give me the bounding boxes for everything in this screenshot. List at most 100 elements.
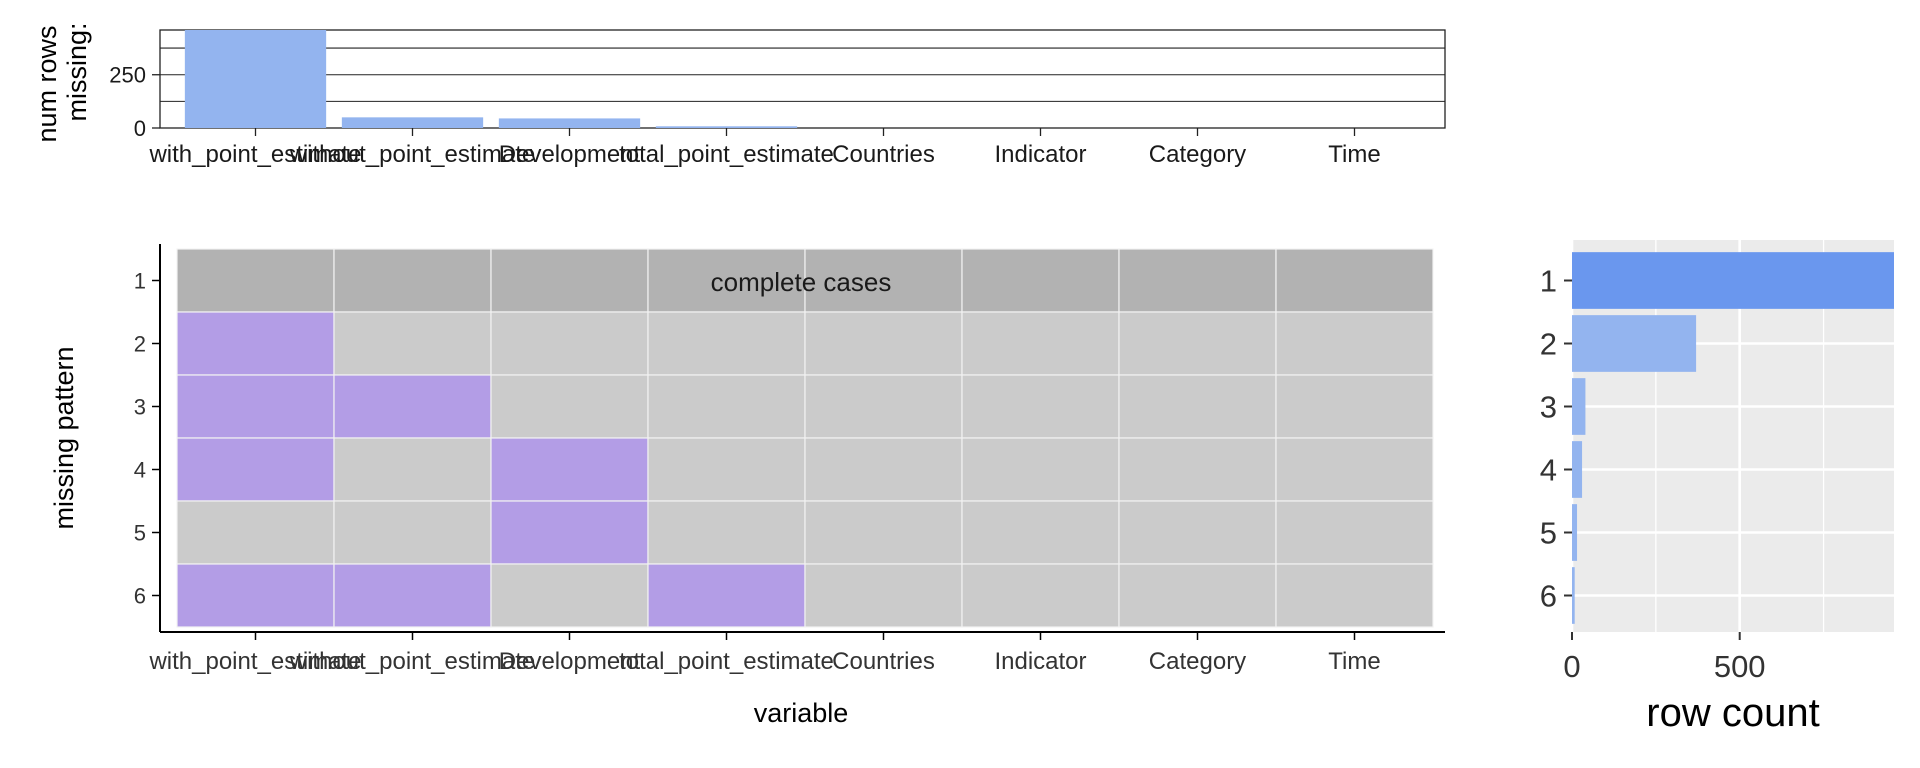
heatmap-cell	[176, 248, 335, 313]
heatmap-cell	[647, 374, 806, 439]
right-panel-bars	[1572, 252, 1894, 624]
heatmap-cell	[490, 437, 649, 502]
heatmap-cell	[1275, 374, 1434, 439]
row-count-bar	[1572, 441, 1583, 498]
complete-cases-annotation: complete cases	[711, 267, 892, 297]
top-x-tick-label: Category	[1149, 141, 1246, 168]
heatmap-cell	[176, 374, 335, 439]
heatmap-cell	[1275, 248, 1434, 313]
heatmap-cell	[490, 248, 649, 313]
top-x-tick-label: total_point_estimate	[619, 141, 834, 168]
right-y-tick-label: 6	[1540, 579, 1557, 614]
main-y-tick-label: 1	[134, 269, 146, 294]
main-x-tick-label: Countries	[832, 648, 935, 675]
heatmap-cell	[804, 311, 963, 376]
right-y-tick-label: 5	[1540, 516, 1557, 551]
heatmap-cell	[490, 311, 649, 376]
top-panel-gridlines	[160, 47, 1445, 129]
missing-pattern-heatmap: complete cases 1 2 3 4 5 6 with_point_estimat…	[49, 244, 1445, 728]
main-x-tick-label: with_point_estimate	[148, 648, 361, 675]
row-count-panel: 1 2 3 4 5 6 0 500 row count	[1540, 240, 1894, 735]
main-x-tick-label: Indicator	[994, 648, 1086, 675]
heatmap-cell	[647, 563, 806, 628]
top-bar	[655, 126, 798, 128]
heatmap-cell	[490, 374, 649, 439]
heatmap-cell	[490, 500, 649, 565]
heatmap-cell	[333, 374, 492, 439]
main-x-tick-label: without_point_estimate	[289, 648, 535, 675]
heatmap-cell	[647, 437, 806, 502]
top-x-tick-label: without_point_estimate	[289, 141, 535, 168]
heatmap-cell	[961, 500, 1120, 565]
main-y-axis-label: missing pattern	[49, 346, 79, 529]
top-x-tick-label: Time	[1328, 141, 1380, 168]
main-x-tick-label: Time	[1328, 648, 1380, 675]
heatmap-cell	[333, 311, 492, 376]
top-bar	[341, 117, 484, 128]
right-y-tick-label: 3	[1540, 390, 1557, 425]
top-x-tick-label: with_point_estimate	[148, 141, 361, 168]
right-x-tick-label: 500	[1714, 649, 1766, 684]
row-count-bar	[1572, 378, 1586, 435]
top-bar	[498, 118, 641, 128]
top-y-tick-label: 250	[109, 63, 146, 88]
heatmap-cell	[176, 563, 335, 628]
row-count-bar	[1572, 315, 1697, 372]
heatmap-cell	[961, 374, 1120, 439]
heatmap-cell	[961, 311, 1120, 376]
heatmap-cell	[804, 563, 963, 628]
heatmap-cell	[804, 437, 963, 502]
heatmap-cell	[176, 311, 335, 376]
heatmap-cell	[961, 563, 1120, 628]
top-missing-count-panel: 0 250 with_point_estimatewithout_point_es…	[32, 22, 1446, 168]
heatmap-cell	[1118, 500, 1277, 565]
right-x-tick-label: 0	[1563, 649, 1580, 684]
top-y-axis-label-line1: num rows	[32, 25, 62, 142]
top-x-tick-label: Indicator	[994, 141, 1086, 168]
top-y-axis-label-line2: missing:	[62, 22, 92, 121]
right-y-tick-label: 1	[1540, 264, 1557, 299]
heatmap-cell	[961, 248, 1120, 313]
top-panel-y-ticks: 0 250	[109, 63, 160, 141]
heatmap-cell	[176, 437, 335, 502]
heatmap-cell	[176, 500, 335, 565]
top-bar	[184, 30, 327, 128]
top-y-tick-label: 0	[134, 116, 146, 141]
heatmap-cell	[804, 248, 963, 313]
heatmap-cell	[1118, 311, 1277, 376]
main-x-tick-label: Category	[1149, 648, 1246, 675]
right-x-axis-label: row count	[1646, 691, 1819, 735]
main-x-axis-label: variable	[754, 698, 849, 728]
main-y-tick-label: 4	[134, 458, 146, 483]
heatmap-cell	[333, 500, 492, 565]
main-y-tick-label: 6	[134, 584, 146, 609]
heatmap-cell	[1275, 563, 1434, 628]
heatmap-cell	[333, 437, 492, 502]
top-x-tick-label: Development	[499, 141, 641, 168]
heatmap-cell	[647, 500, 806, 565]
top-x-tick-label: Countries	[832, 141, 935, 168]
heatmap-cell	[804, 374, 963, 439]
right-y-tick-label: 4	[1540, 453, 1557, 488]
heatmap-cells	[176, 248, 1434, 628]
heatmap-cell	[1275, 500, 1434, 565]
main-x-tick-label: Development	[499, 648, 641, 675]
heatmap-cell	[1118, 563, 1277, 628]
main-y-tick-label: 2	[134, 332, 146, 357]
heatmap-cell	[333, 248, 492, 313]
heatmap-cell	[333, 563, 492, 628]
heatmap-cell	[1118, 248, 1277, 313]
right-panel-x-ticks: 0 500	[1563, 632, 1766, 684]
heatmap-cell	[1118, 437, 1277, 502]
row-count-bar	[1572, 504, 1578, 561]
heatmap-cell	[647, 311, 806, 376]
row-count-bar	[1572, 567, 1575, 624]
heatmap-cell	[961, 437, 1120, 502]
top-panel-bars	[184, 30, 798, 128]
top-panel-x-ticks: with_point_estimatewithout_point_estimat…	[148, 128, 1381, 168]
right-panel-y-ticks: 1 2 3 4 5 6	[1540, 264, 1572, 614]
heatmap-cell	[490, 563, 649, 628]
top-panel-border	[159, 29, 1446, 129]
heatmap-cell	[1118, 374, 1277, 439]
